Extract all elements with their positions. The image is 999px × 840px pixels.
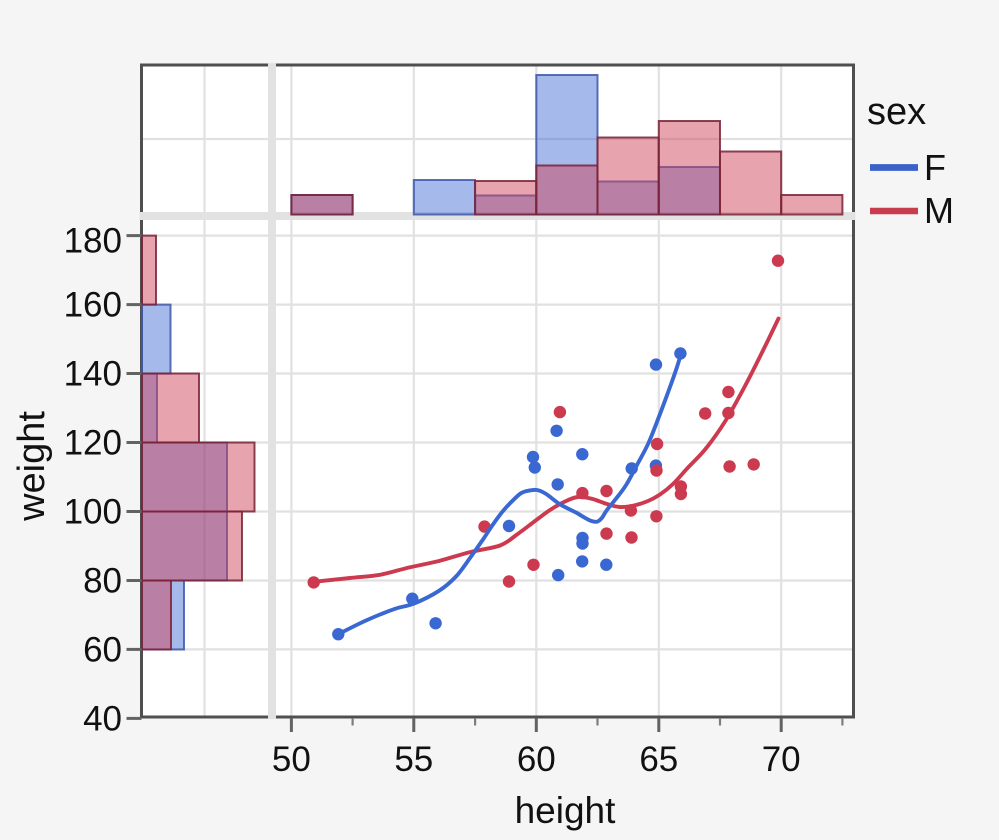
svg-text:F: F <box>924 147 946 188</box>
svg-text:60: 60 <box>83 630 122 669</box>
svg-text:100: 100 <box>64 493 122 532</box>
svg-text:height: height <box>515 790 617 831</box>
svg-text:140: 140 <box>64 355 122 394</box>
svg-text:50: 50 <box>272 740 311 779</box>
svg-text:80: 80 <box>83 562 122 601</box>
svg-text:65: 65 <box>639 740 678 779</box>
svg-text:weight: weight <box>11 411 53 522</box>
svg-text:55: 55 <box>394 740 433 779</box>
svg-text:120: 120 <box>64 424 122 463</box>
svg-text:70: 70 <box>762 740 801 779</box>
svg-text:40: 40 <box>83 699 122 738</box>
svg-text:60: 60 <box>517 740 556 779</box>
svg-text:M: M <box>924 190 954 231</box>
svg-text:180: 180 <box>64 222 122 261</box>
svg-text:sex: sex <box>867 91 926 133</box>
svg-text:160: 160 <box>64 286 122 325</box>
